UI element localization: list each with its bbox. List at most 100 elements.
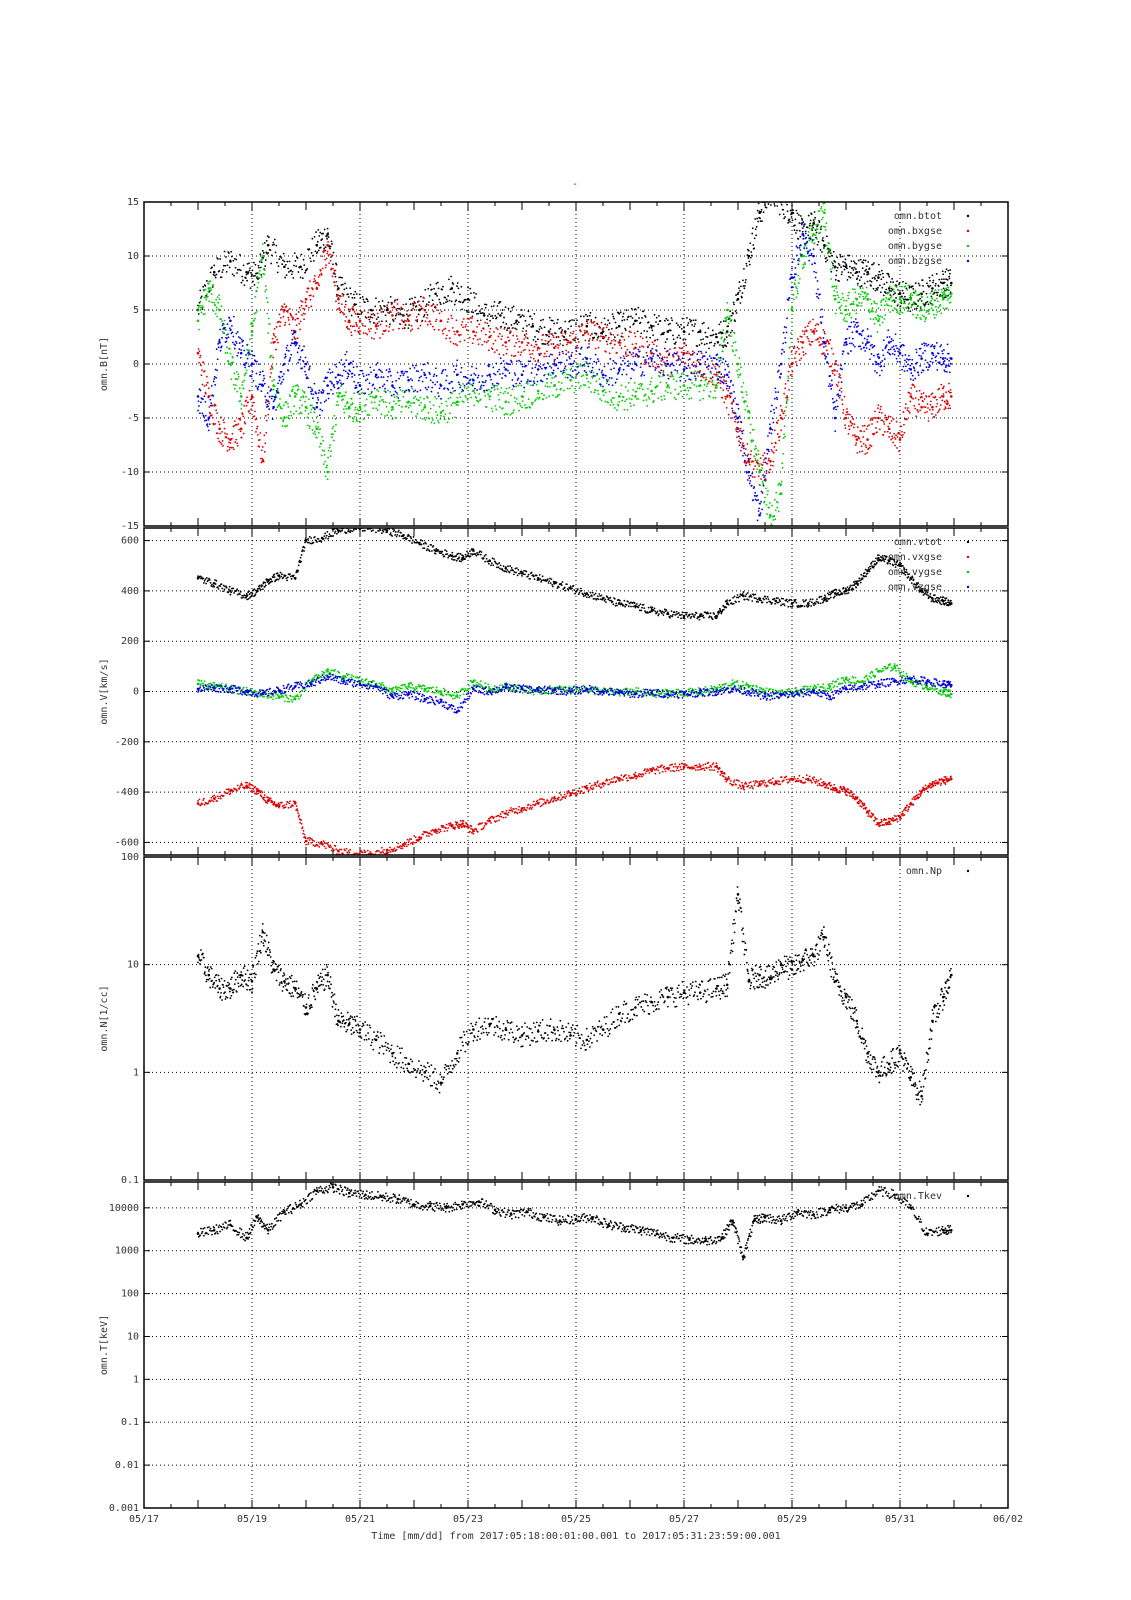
data-point	[440, 397, 442, 400]
data-point	[719, 343, 722, 346]
y-tick-label: -10	[121, 467, 139, 478]
data-point	[844, 261, 846, 264]
data-point	[769, 513, 772, 517]
data-point	[239, 395, 243, 398]
data-point	[435, 282, 438, 285]
data-point	[732, 350, 734, 353]
data-point	[909, 392, 912, 395]
data-point	[820, 207, 822, 210]
data-point	[922, 302, 925, 305]
data-point	[705, 342, 708, 345]
data-point	[419, 396, 422, 399]
data-point	[801, 267, 804, 270]
data-point	[840, 273, 843, 276]
data-point	[781, 190, 783, 192]
data-point	[790, 350, 793, 353]
data-point	[518, 346, 521, 348]
data-point	[947, 390, 950, 393]
data-point	[291, 318, 294, 321]
data-point	[258, 277, 261, 279]
data-point	[531, 367, 534, 370]
data-point	[781, 466, 784, 469]
data-point	[279, 397, 281, 400]
data-point	[621, 335, 624, 338]
data-point	[582, 333, 585, 336]
data-point	[456, 285, 458, 287]
data-point	[429, 379, 432, 382]
data-point	[683, 341, 686, 344]
data-point	[626, 348, 629, 351]
data-point	[695, 385, 698, 388]
data-point	[425, 303, 428, 306]
data-point	[208, 416, 211, 419]
data-point	[624, 362, 626, 365]
data-point	[229, 442, 232, 444]
data-point	[236, 354, 239, 357]
data-point	[943, 385, 945, 388]
data-point	[883, 430, 886, 433]
data-point	[817, 323, 820, 326]
data-point	[852, 269, 855, 271]
data-point	[262, 251, 265, 254]
data-point	[370, 391, 373, 393]
data-point	[869, 444, 871, 447]
data-point	[812, 219, 815, 222]
data-point	[420, 401, 423, 404]
data-point	[824, 226, 827, 228]
data-point	[933, 317, 936, 319]
data-point	[552, 394, 554, 397]
data-point	[900, 299, 903, 302]
data-point	[431, 304, 434, 307]
data-point	[941, 270, 944, 273]
data-point	[463, 384, 466, 387]
data-point	[536, 368, 540, 371]
data-point	[198, 388, 201, 391]
data-point	[506, 348, 509, 351]
data-point	[736, 436, 738, 439]
data-point	[215, 306, 218, 309]
data-point	[880, 269, 883, 272]
data-point	[803, 261, 806, 264]
data-point	[746, 443, 749, 445]
data-point	[931, 303, 934, 306]
data-point	[434, 320, 437, 323]
data-point	[732, 384, 734, 387]
data-point	[356, 312, 359, 315]
data-point	[605, 374, 607, 377]
data-point	[581, 323, 584, 326]
data-point	[876, 431, 878, 434]
data-point	[793, 229, 796, 232]
data-point	[216, 369, 219, 372]
data-point	[209, 271, 212, 274]
data-point	[684, 362, 687, 365]
data-point	[759, 484, 761, 487]
data-point	[519, 353, 522, 356]
data-point	[223, 332, 225, 335]
data-point	[374, 305, 377, 308]
data-point	[530, 326, 533, 328]
data-point	[401, 406, 403, 408]
data-point	[624, 345, 626, 348]
data-point	[776, 192, 778, 194]
data-point	[666, 330, 670, 333]
data-point	[613, 338, 615, 341]
data-point	[209, 412, 212, 415]
data-point	[607, 336, 610, 339]
data-point	[778, 191, 780, 193]
data-point	[698, 390, 701, 393]
data-point	[548, 335, 550, 338]
data-point	[347, 321, 350, 323]
data-point	[936, 300, 939, 303]
data-point	[482, 381, 484, 384]
data-point	[745, 262, 748, 265]
data-point	[288, 323, 291, 326]
data-point	[388, 402, 391, 404]
data-point	[520, 351, 523, 354]
data-point	[229, 364, 232, 367]
data-point	[708, 355, 711, 357]
data-point	[544, 385, 547, 387]
data-point	[341, 311, 344, 314]
data-point	[570, 367, 573, 370]
data-point	[331, 371, 334, 374]
data-point	[254, 263, 257, 266]
